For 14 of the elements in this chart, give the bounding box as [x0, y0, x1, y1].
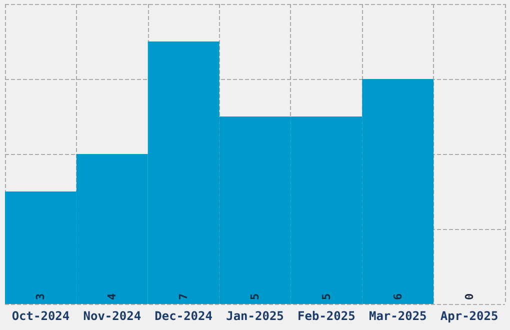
x-tick-label: Oct-2024 [12, 309, 70, 323]
data-label: 7 [177, 293, 190, 300]
data-label: 5 [320, 293, 333, 300]
data-label: 6 [391, 293, 404, 300]
data-label: 4 [106, 293, 119, 300]
x-tick-label: Feb-2025 [298, 309, 356, 323]
x-tick-label: Apr-2025 [440, 309, 498, 323]
data-label: 0 [462, 293, 476, 300]
data-label: 3 [34, 293, 48, 300]
x-tick-label: Dec-2024 [154, 309, 212, 323]
x-tick-label: Jan-2025 [226, 309, 284, 323]
x-tick-label: Mar-2025 [368, 309, 427, 323]
x-tick-label: Nov-2024 [83, 309, 142, 323]
data-label: 5 [248, 293, 262, 300]
